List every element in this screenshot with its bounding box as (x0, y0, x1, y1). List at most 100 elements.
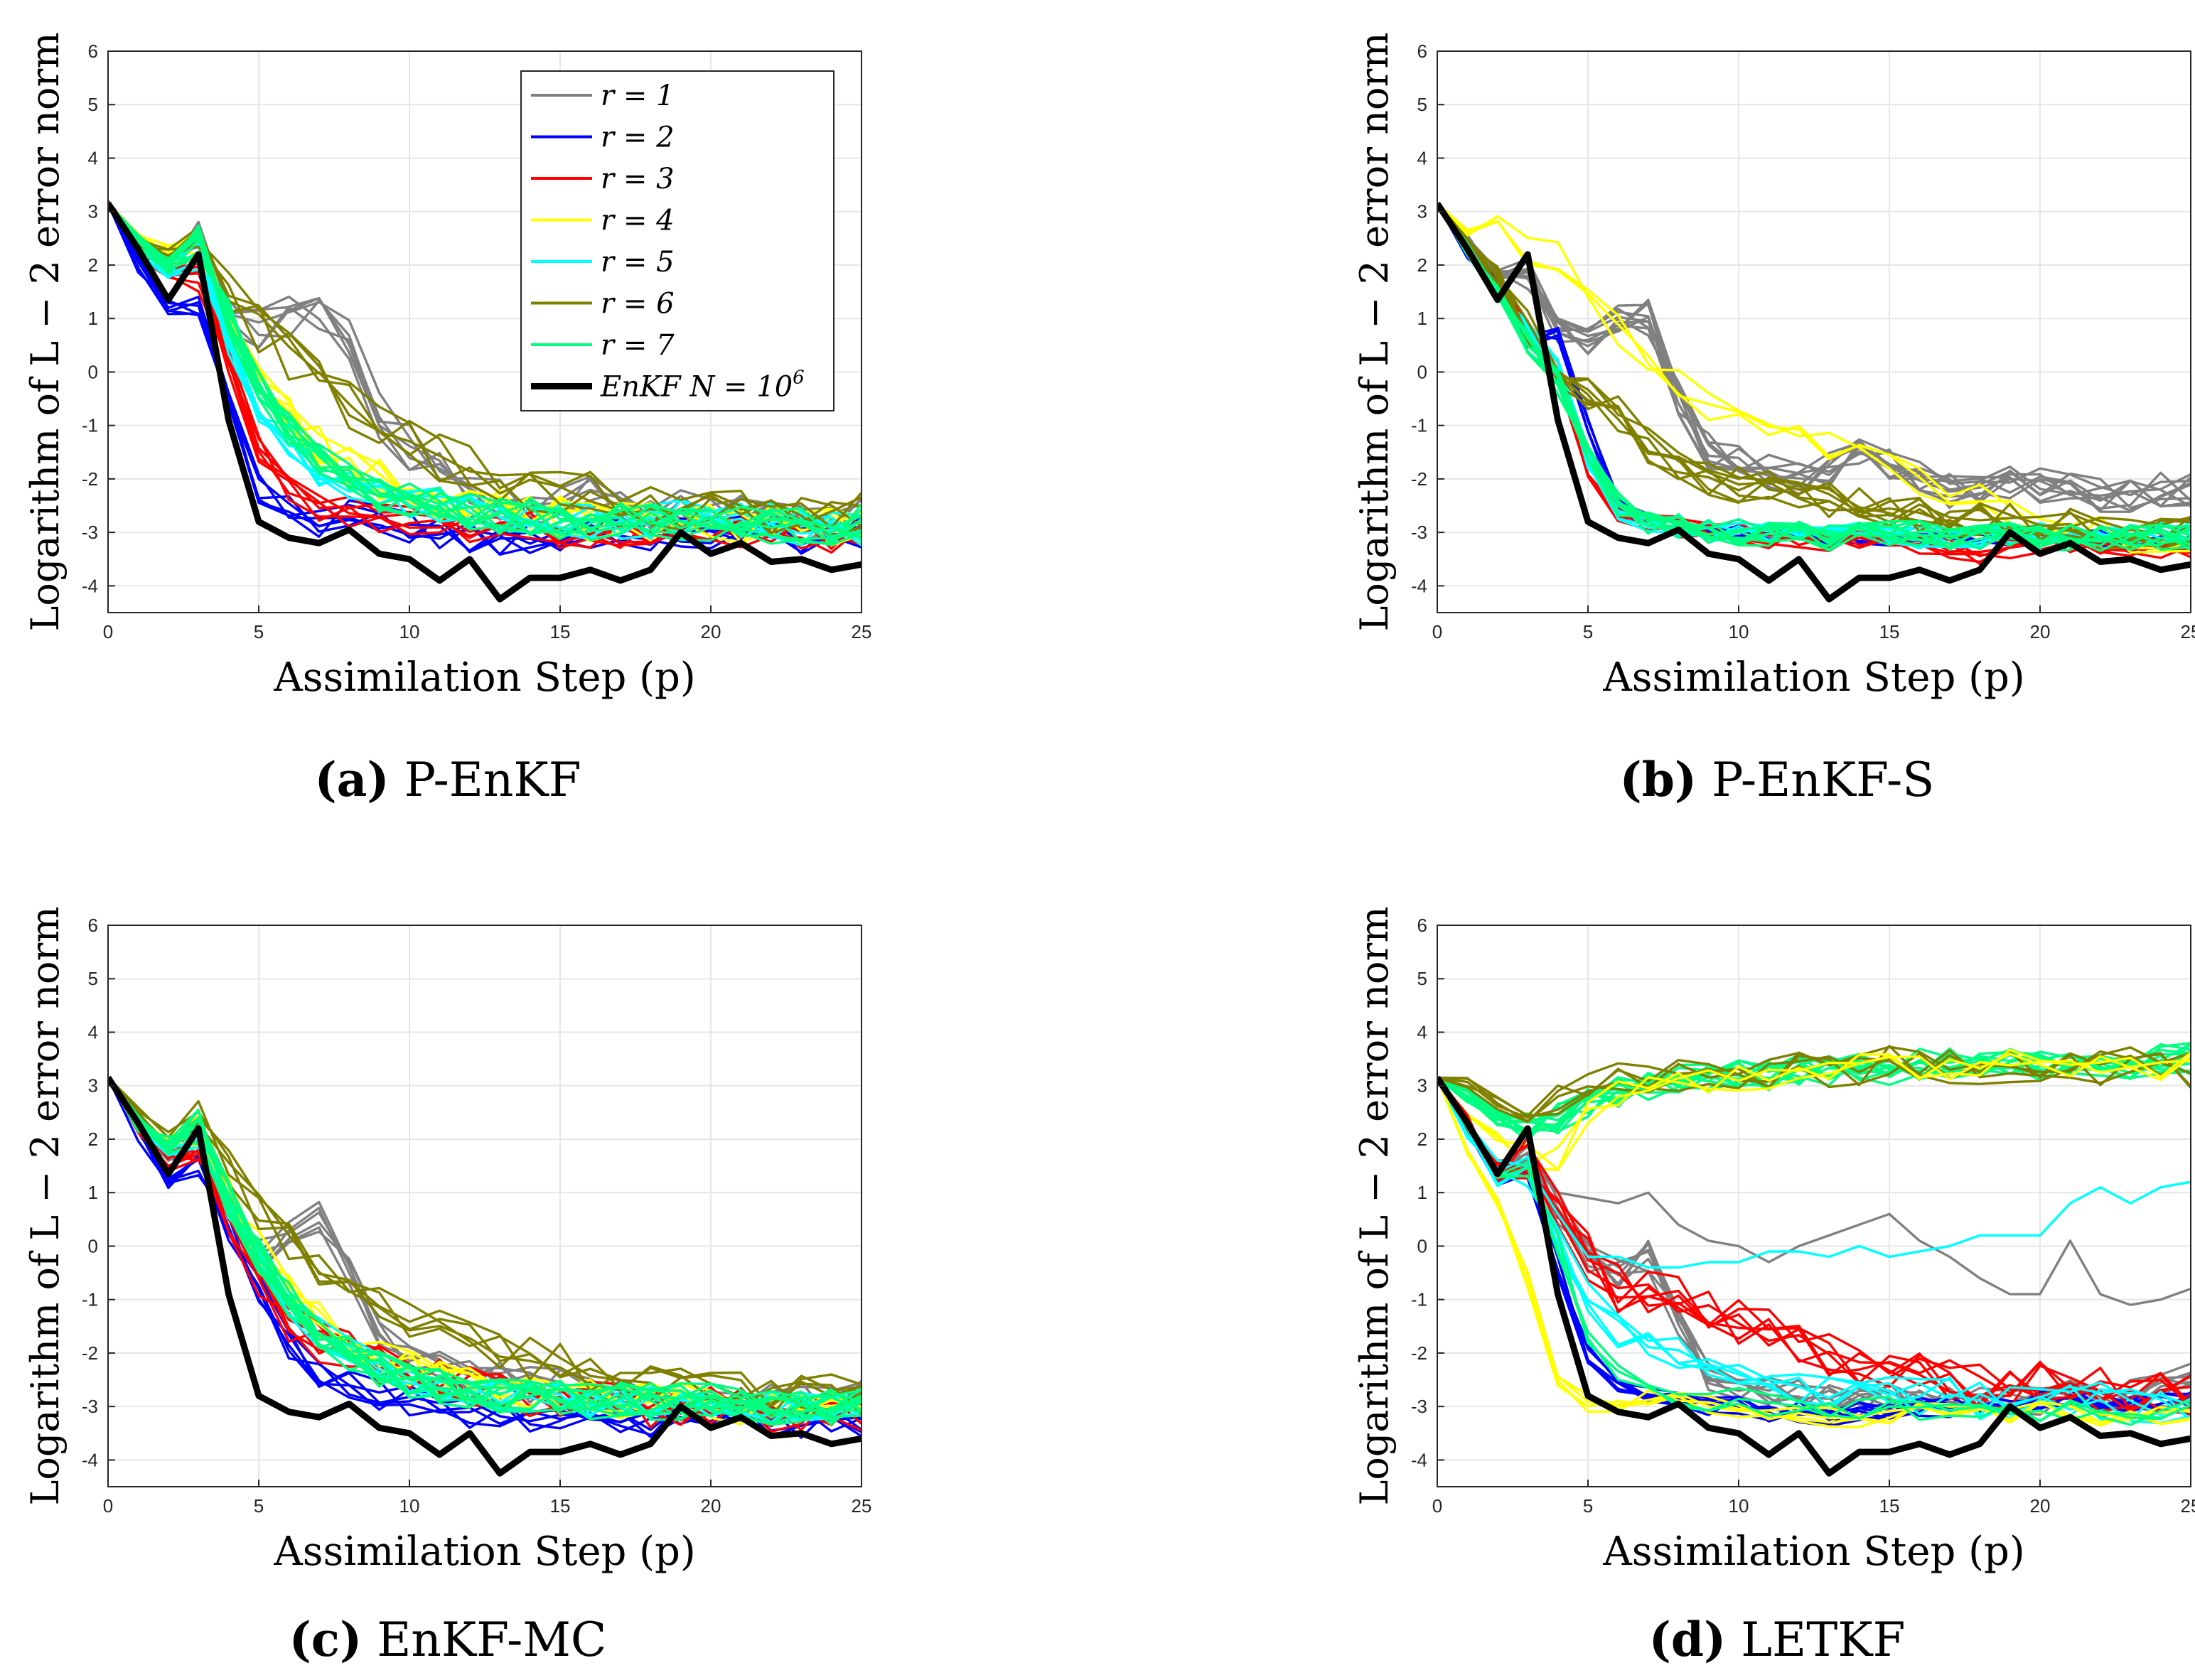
y-tick-label: 1 (1417, 308, 1427, 329)
legend-label: r = 3 (601, 163, 675, 195)
panel-c: 0 5 10 15 20 25 -4 -3 -2 -1 0 1 2 3 4 5 6 Assimilation St… (23, 906, 871, 1667)
x-tick-label: 5 (1583, 1495, 1593, 1517)
series-line-r3 (1437, 1077, 2191, 1411)
y-tick-label: -1 (1411, 1289, 1427, 1310)
y-axis-label: Logarithm of L − 2 error norm (1352, 32, 1397, 631)
series-line-r6 (108, 203, 862, 525)
caption-name: EnKF-MC (362, 1612, 606, 1667)
panel-caption: (a) P-EnKF (314, 752, 581, 807)
y-tick-label: -4 (82, 575, 98, 596)
series-line-r3 (1437, 1077, 2191, 1413)
series-line-r7 (1437, 1077, 2191, 1423)
x-tick-label: 5 (254, 621, 264, 642)
legend-box (520, 70, 834, 411)
caption-name: P-EnKF-S (1697, 753, 1934, 807)
series-line-r4 (1437, 203, 2191, 544)
series-lines (1437, 201, 2191, 603)
y-tick-label: 5 (1417, 968, 1427, 989)
x-axis-label: Assimilation Step (p) (273, 655, 695, 701)
caption-letter: (a) (314, 752, 389, 807)
panel-caption: (b) P-EnKF-S (1619, 752, 1934, 807)
y-tick-label: -2 (1411, 1342, 1427, 1364)
series-line-r6 (1437, 1045, 2191, 1124)
y-tick-label: 5 (1417, 94, 1427, 115)
x-axis-label: Assimilation Step (p) (273, 1529, 695, 1575)
y-tick-label: -1 (82, 415, 98, 436)
series-lines (1437, 1042, 2191, 1477)
x-tick-label: 10 (1729, 621, 1749, 642)
legend-label: r = 6 (601, 288, 675, 321)
y-tick-label: 3 (88, 1075, 98, 1097)
y-tick-label: 1 (1417, 1182, 1427, 1203)
series-line-r5 (1437, 1077, 2191, 1269)
legend-label-sup: 6 (793, 367, 805, 389)
y-tick-label: 0 (1417, 1235, 1427, 1256)
series-line-r6 (108, 1077, 862, 1411)
series-line-r5 (1437, 1077, 2191, 1425)
series-line-r1 (1437, 203, 2191, 497)
series-line-r7 (108, 1077, 862, 1421)
y-tick-label: 6 (1417, 41, 1427, 62)
x-tick-label: 15 (1879, 621, 1900, 642)
caption-name: LETKF (1726, 1612, 1905, 1667)
y-tick-label: 2 (1417, 254, 1427, 276)
y-tick-label: -3 (82, 522, 98, 543)
series-line-r4 (1437, 1048, 2191, 1166)
y-tick-label: 2 (88, 254, 98, 276)
y-tick-label: 2 (1417, 1129, 1427, 1150)
x-tick-label: 0 (1432, 621, 1442, 642)
x-axis-label: Assimilation Step (p) (1602, 1529, 2024, 1575)
x-tick-label: 20 (2030, 621, 2051, 642)
y-tick-label: 6 (88, 41, 98, 62)
series-line-r7 (108, 1077, 862, 1412)
series-line-r2 (108, 203, 862, 554)
caption-letter: (c) (289, 1612, 363, 1667)
x-tick-label: 15 (1879, 1495, 1900, 1517)
x-tick-label: 25 (852, 1495, 872, 1517)
x-tick-label: 0 (103, 621, 113, 642)
x-tick-label: 25 (852, 621, 872, 642)
y-axis-label: Logarithm of L − 2 error norm (23, 906, 68, 1505)
caption-letter: (d) (1649, 1612, 1727, 1667)
y-tick-label: 3 (1417, 1075, 1427, 1097)
series-line-enkf (1437, 1075, 2191, 1477)
y-tick-label: 4 (88, 1021, 98, 1043)
caption-name: P-EnKF (390, 753, 581, 807)
legend-label: EnKF N = 106 (600, 367, 805, 404)
panel-b: 0 5 10 15 20 25 -4 -3 -2 -1 0 1 2 3 4 5 6 Assimilation St… (1352, 32, 2195, 807)
series-line-enkf (108, 201, 862, 603)
axes-box (107, 925, 862, 1487)
legend-label: r = 7 (601, 329, 675, 362)
axes-box (1437, 50, 2191, 613)
y-tick-label: -2 (82, 468, 98, 490)
series-line-r1 (1437, 1077, 2191, 1306)
y-tick-label: 4 (1417, 1021, 1427, 1043)
y-tick-label: -1 (82, 1289, 98, 1310)
series-line-r4 (1437, 1052, 2191, 1171)
series-line-r7 (108, 1077, 862, 1420)
y-tick-label: 2 (88, 1129, 98, 1150)
x-tick-label: 0 (103, 1495, 113, 1517)
y-tick-label: -3 (1411, 522, 1427, 543)
series-line-r7 (1437, 1077, 2191, 1426)
y-tick-label: -1 (1411, 415, 1427, 436)
series-line-r6 (108, 1077, 862, 1409)
legend-label: r = 5 (601, 246, 675, 279)
series-line-r7 (1437, 1043, 2191, 1135)
y-tick-label: 0 (88, 1235, 98, 1256)
legend: r = 1 r = 2 r = 3 r = 4 r = 5 r = 6 r = 7 EnKF … (520, 70, 834, 411)
x-tick-label: 15 (550, 621, 571, 642)
x-tick-label: 5 (254, 1495, 264, 1517)
y-tick-label: 6 (1417, 915, 1427, 936)
panel-d: 0 5 10 15 20 25 -4 -3 -2 -1 0 1 2 3 4 5 6 Assimilation St… (1352, 906, 2195, 1667)
y-tick-label: -4 (1411, 575, 1427, 596)
series-line-r1 (1437, 203, 2191, 510)
caption-letter: (b) (1619, 752, 1697, 807)
y-tick-label: -3 (82, 1396, 98, 1417)
series-line-enkf (108, 1075, 862, 1477)
x-tick-label: 20 (701, 1495, 721, 1517)
y-tick-label: -2 (82, 1342, 98, 1364)
series-line-r5 (1437, 1077, 2191, 1421)
axes-box (107, 50, 862, 613)
